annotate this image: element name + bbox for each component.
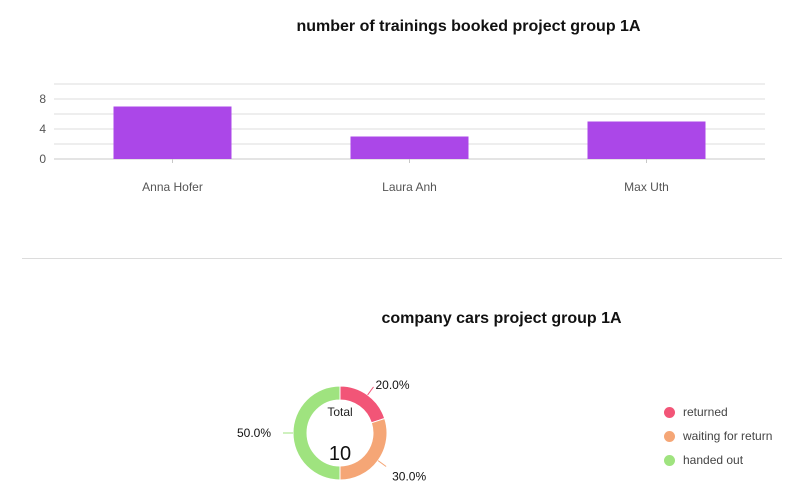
donut-slice-handed-out[interactable] — [292, 385, 341, 481]
y-tick-label: 8 — [39, 92, 46, 106]
bar-anna-hofer[interactable] — [113, 106, 232, 160]
legend-dot — [664, 406, 675, 418]
legend-label: returned — [683, 405, 728, 419]
legend-item-handed-out[interactable]: handed out — [664, 448, 772, 472]
slice-leader-line — [377, 460, 387, 467]
donut-chart-title: company cars project group 1A — [381, 310, 622, 327]
x-category-label: Max Uth — [624, 180, 669, 194]
slice-percent-label: 50.0% — [237, 426, 271, 440]
legend-label: handed out — [683, 453, 744, 467]
slice-percent-label: 20.0% — [376, 378, 410, 392]
legend-label: waiting for return — [683, 429, 773, 443]
y-tick-label: 0 — [39, 152, 46, 166]
legend-item-waiting-for-return[interactable]: waiting for return — [664, 424, 772, 448]
x-category-label: Laura Anh — [382, 180, 437, 194]
slice-percent-label: 30.0% — [392, 470, 426, 484]
legend-dot — [664, 454, 675, 466]
legend-item-returned[interactable]: returned — [664, 400, 772, 424]
y-tick-label: 4 — [39, 122, 46, 136]
bar-laura-anh[interactable] — [350, 136, 469, 160]
donut-legend: returned waiting for return handed out — [664, 400, 772, 472]
donut-center-label: Total — [327, 405, 352, 419]
section-divider — [22, 258, 782, 259]
slice-leader-line — [367, 386, 374, 396]
x-category-label: Anna Hofer — [142, 180, 203, 194]
donut-center-value: 10 — [329, 443, 351, 465]
bar-chart-title: number of trainings booked project group… — [296, 18, 641, 35]
bar-max-uth[interactable] — [587, 121, 706, 160]
legend-dot — [664, 430, 675, 442]
